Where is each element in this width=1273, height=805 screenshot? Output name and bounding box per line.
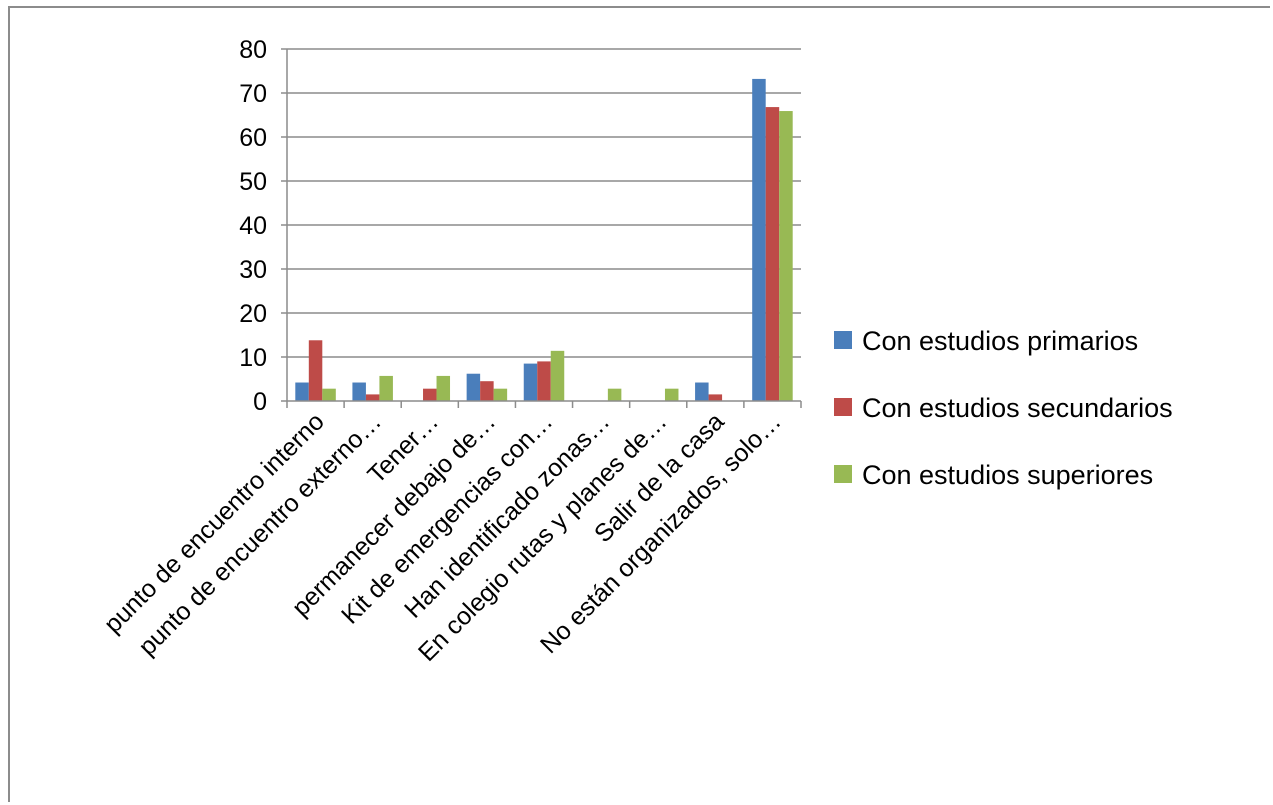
y-tick-label: 30 [239,256,267,284]
bar-1-1 [295,382,309,401]
y-tick-label: 70 [239,80,267,108]
y-tick-label: 20 [239,300,267,328]
bar-3-9 [779,111,793,401]
bar-1-5 [523,363,538,401]
legend-label: Con estudios primarios [862,326,1138,356]
bar-3-4 [493,388,508,401]
y-tick-label: 10 [239,344,267,372]
bar-2-5 [537,361,551,401]
legend-label: Con estudios secundarios [862,393,1173,423]
chart-frame [8,6,1270,802]
bars [295,78,793,402]
bar-1-2 [352,382,366,401]
bar-3-1 [322,388,336,401]
y-tick-labels: 0 10 20 30 40 50 60 70 80 [239,36,267,416]
y-tick-label: 50 [239,168,267,196]
bar-2-9 [765,107,780,401]
gridlines [287,48,801,358]
bar-3-7 [664,388,679,401]
bar-1-9 [752,78,766,402]
bar-2-3 [423,388,437,401]
bar-2-1 [308,340,323,401]
bar-1-8 [695,382,709,401]
y-tick-label: 80 [239,36,267,64]
bar-3-5 [550,350,565,401]
y-tick-label: 0 [253,388,267,416]
legend-swatch [834,465,852,483]
y-tick-label: 60 [239,124,267,152]
bar-2-4 [480,381,494,401]
legend-label: Con estudios superiores [862,460,1153,490]
bar-3-2 [379,375,393,401]
bar-3-3 [436,375,451,401]
bar-1-4 [466,373,481,401]
axes [281,48,802,408]
bar-3-6 [607,388,622,401]
legend-swatch [834,331,852,349]
legend-swatch [834,398,852,416]
bar-2-2 [365,394,380,401]
y-tick-label: 40 [239,212,267,240]
bar-2-8 [708,394,723,401]
legend: Con estudios primarios Con estudios secun… [834,326,1173,490]
